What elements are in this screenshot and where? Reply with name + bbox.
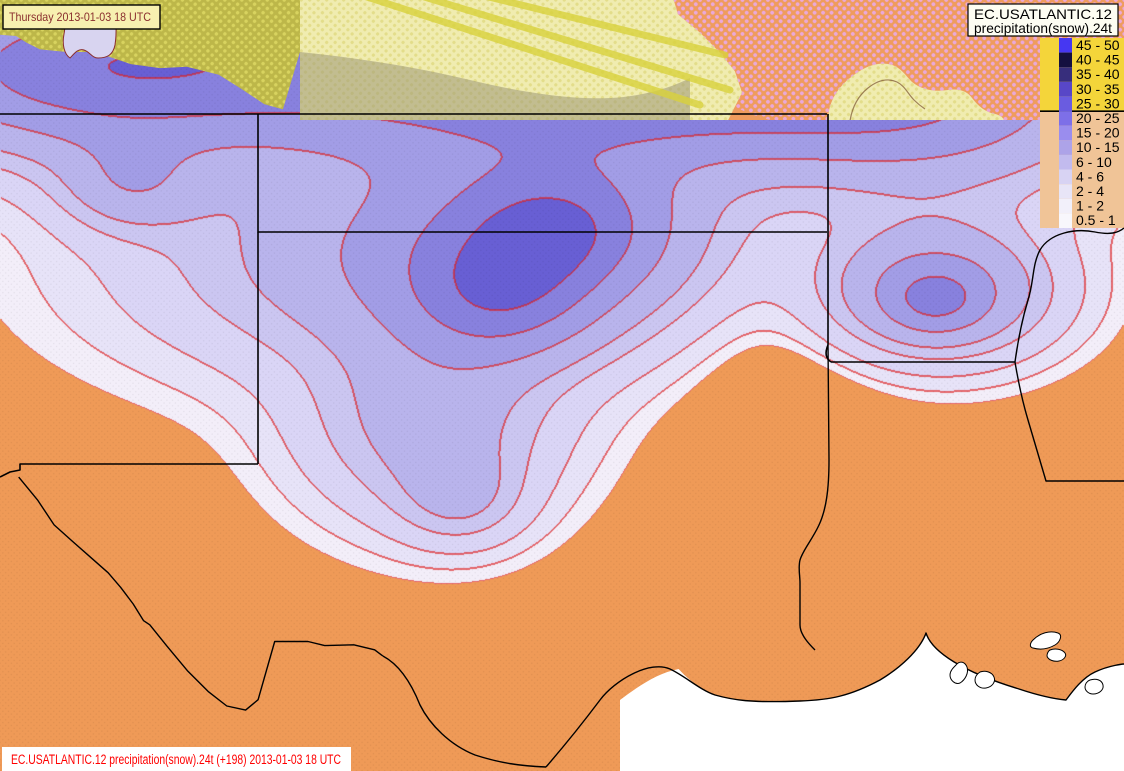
svg-text:1 - 2: 1 - 2 <box>1076 198 1104 214</box>
svg-text:30 - 35: 30 - 35 <box>1076 81 1120 97</box>
svg-text:25 - 30: 25 - 30 <box>1076 95 1120 111</box>
svg-text:Thursday 2013-01-03 18 UTC: Thursday 2013-01-03 18 UTC <box>9 10 151 24</box>
svg-text:35 - 40: 35 - 40 <box>1076 66 1120 82</box>
svg-text:10 - 15: 10 - 15 <box>1076 139 1120 155</box>
svg-text:45 - 50: 45 - 50 <box>1076 37 1120 53</box>
svg-text:15 - 20: 15 - 20 <box>1076 125 1120 141</box>
svg-text:6 - 10: 6 - 10 <box>1076 154 1112 170</box>
svg-text:2 - 4: 2 - 4 <box>1076 183 1104 199</box>
svg-text:precipitation(snow).24t: precipitation(snow).24t <box>974 20 1112 36</box>
svg-text:EC.USATLANTIC.12 precipitation: EC.USATLANTIC.12 precipitation(snow).24t… <box>11 752 341 767</box>
svg-text:4 - 6: 4 - 6 <box>1076 168 1104 184</box>
svg-text:20 - 25: 20 - 25 <box>1076 110 1120 126</box>
svg-text:40 - 45: 40 - 45 <box>1076 52 1120 68</box>
svg-text:0.5 - 1: 0.5 - 1 <box>1076 212 1116 228</box>
